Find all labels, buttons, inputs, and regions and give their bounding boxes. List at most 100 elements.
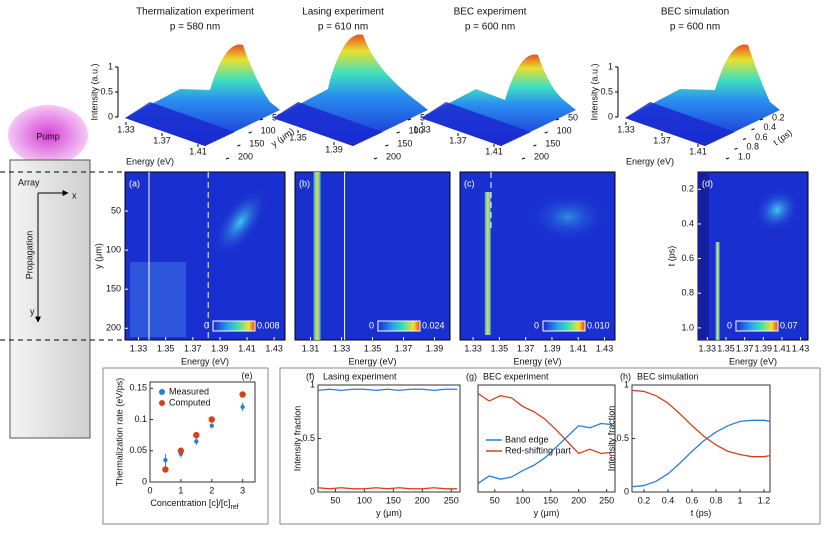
colorbar-min: 0 <box>204 320 209 330</box>
x-axis-label-text: y (μm) <box>534 508 560 518</box>
point <box>194 439 199 444</box>
y-tick-label: 0.6 <box>755 132 768 142</box>
colorbar-min: 0 <box>369 320 374 330</box>
x-axis-label: Energy (eV) <box>626 156 674 166</box>
line <box>317 388 458 392</box>
x-tick-label: 1.41 <box>773 343 791 353</box>
noise <box>130 262 186 337</box>
x-tick-label: 1.39 <box>543 343 561 353</box>
x-tick-label: 250 <box>599 495 614 505</box>
y-tick-label: 1.0 <box>681 322 694 332</box>
y-tick-label: 0.8 <box>747 142 760 152</box>
x-tick-label: 1.39 <box>754 343 772 353</box>
x-tick-label: 1.39 <box>325 144 343 154</box>
x-tick-label: 1.37 <box>153 135 171 145</box>
legend-marker <box>159 389 165 395</box>
point <box>239 391 246 398</box>
column-subtitle: p = 580 nm <box>170 22 220 33</box>
x-axis-label: y (μm) <box>376 508 402 518</box>
x-tick-label: 100 <box>357 495 372 505</box>
y-tick-label: 0.15 <box>129 383 147 393</box>
panel-frame <box>279 367 821 525</box>
colorbar <box>212 320 256 332</box>
x-tick-label: 1.39 <box>211 343 229 353</box>
x-tick-label: 1 <box>178 485 183 495</box>
point <box>162 466 169 473</box>
column-title: BEC simulation <box>661 7 729 18</box>
x-tick-label: 0.8 <box>710 495 723 505</box>
panel-label: (e) <box>242 370 253 380</box>
chart-title: Lasing experiment <box>323 371 397 381</box>
x-tick-label: 1.41 <box>689 146 707 156</box>
x-tick-label: 0.2 <box>638 495 651 505</box>
y-axis-label: t (ps) <box>666 246 676 267</box>
x-tick-label: 150 <box>386 495 401 505</box>
y-axis-label: Intensity fraction <box>292 406 302 472</box>
x-tick-label: 1.41 <box>569 343 587 353</box>
x-axis-label: Energy (eV) <box>181 356 229 366</box>
plot-area <box>631 384 771 493</box>
x-tick-label: 1.37 <box>736 343 754 353</box>
y-tick-label: 100 <box>261 125 276 135</box>
x-tick-label: 1.35 <box>717 343 735 353</box>
x-tick-label: 200 <box>571 495 586 505</box>
signal <box>212 187 268 257</box>
x-tick-label: 1.41 <box>485 146 503 156</box>
x-tick-label: 1.41 <box>238 343 256 353</box>
x-tick-label: 100 <box>515 495 530 505</box>
colorbar <box>542 320 586 332</box>
y-tick-label: 100 <box>409 125 424 135</box>
panel-label: (a) <box>129 178 140 188</box>
column-subtitle: p = 600 nm <box>465 22 515 33</box>
point <box>240 404 245 410</box>
colorbar-max: 0.07 <box>780 320 798 330</box>
y-tick-label: 150 <box>397 138 412 148</box>
surface-floor <box>273 102 383 146</box>
legend-label: Measured <box>169 386 209 396</box>
x-tick-label: 3 <box>240 485 245 495</box>
y-tick <box>373 157 378 160</box>
y-tick-label: 0.2 <box>772 112 785 122</box>
y-tick-label: 0.8 <box>681 288 694 298</box>
heatmap <box>294 171 451 341</box>
x-tick-label: 1.33 <box>464 343 482 353</box>
z-tick-label: 0 <box>108 111 113 121</box>
y-tick-label: 0.05 <box>129 445 147 455</box>
x-tick-label: 1.35 <box>289 132 307 142</box>
x-tick-label: 1.41 <box>189 146 207 156</box>
x-tick-label: 0.4 <box>662 495 675 505</box>
x-tick-label: 1.35 <box>364 343 382 353</box>
column-title: Lasing experiment <box>302 7 384 18</box>
column-title: Thermalization experiment <box>136 7 254 18</box>
y-tick <box>742 138 747 140</box>
z-tick-label: 0.5 <box>600 86 613 96</box>
x-tick-label: 150 <box>543 495 558 505</box>
x-tick-label: 1.37 <box>653 135 671 145</box>
x-tick-label: 1.35 <box>491 343 509 353</box>
y-label: y <box>30 306 35 316</box>
y-tick-label: 0.5 <box>302 433 315 443</box>
x-tick-label: 1.43 <box>265 343 283 353</box>
x-tick-label: 50 <box>490 495 500 505</box>
y-tick <box>407 118 412 121</box>
y-tick-label: 100 <box>557 125 572 135</box>
line <box>631 419 771 488</box>
plot-area <box>149 381 256 483</box>
x-tick-label: 1.33 <box>333 343 351 353</box>
panel-label: (f) <box>306 371 315 381</box>
x-tick-label: 0 <box>147 485 152 495</box>
point <box>193 431 200 439</box>
y-axis-label: Thermalization rate (eV/ps) <box>114 378 124 487</box>
line <box>317 487 458 490</box>
point <box>208 416 215 423</box>
chart-title: BEC simulation <box>637 371 699 381</box>
y-tick-label: 1 <box>310 379 315 389</box>
y-axis-label: y (μm) <box>93 243 103 269</box>
y-tick-label: 1.0 <box>738 151 751 161</box>
z-tick-label: 0 <box>608 111 613 121</box>
x-tick-label: 1 <box>737 495 742 505</box>
x-tick-label: 200 <box>415 495 430 505</box>
y-tick-label: 150 <box>249 138 264 148</box>
y-tick <box>725 157 730 160</box>
